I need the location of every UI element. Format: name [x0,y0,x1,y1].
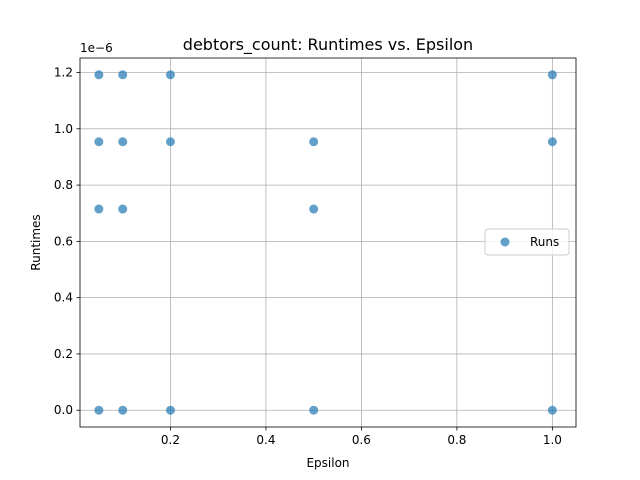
legend: Runs [484,228,570,256]
data-point [94,137,104,147]
data-point [94,204,104,214]
data-point [118,137,128,147]
grid [80,58,576,427]
y-tick-label: 0.6 [54,234,73,248]
y-tick-label: 0.0 [54,403,73,417]
chart-title: debtors_count: Runtimes vs. Epsilon [183,35,473,55]
x-tick-label: 0.6 [352,433,371,447]
data-point [94,405,104,415]
data-point [547,405,557,415]
x-tick-label: 0.2 [161,433,180,447]
data-point [309,405,319,415]
data-point [165,70,175,80]
data-point [118,405,128,415]
plot-frame [79,57,577,428]
axis-ticks: 0.2 0.4 0.6 0.8 1.0 0.0 0.2 0.4 0.6 0.8 1.0 1.2 [54,66,562,447]
data-point [165,405,175,415]
y-tick-label: 0.4 [54,291,73,305]
legend-marker [500,237,510,247]
legend-box [484,228,570,256]
data-point [309,137,319,147]
x-tick-label: 0.8 [447,433,466,447]
data-point [118,204,128,214]
legend-label-runs: Runs [530,235,559,249]
x-tick-label: 1.0 [543,433,562,447]
y-tick-label: 0.2 [54,347,73,361]
y-tick-label: 1.2 [54,66,73,80]
data-points [94,70,557,415]
x-axis-label: Epsilon [306,456,349,470]
y-axis-label: Runtimes [29,214,43,270]
y-tick-label: 0.8 [54,178,73,192]
data-point [165,137,175,147]
data-point [547,137,557,147]
y-tick-label: 1.0 [54,122,73,136]
y-axis-offset-label: 1e−6 [80,41,113,55]
data-point [94,70,104,80]
x-tick-label: 0.4 [256,433,275,447]
data-point [547,70,557,80]
data-point [118,70,128,80]
data-point [309,204,319,214]
